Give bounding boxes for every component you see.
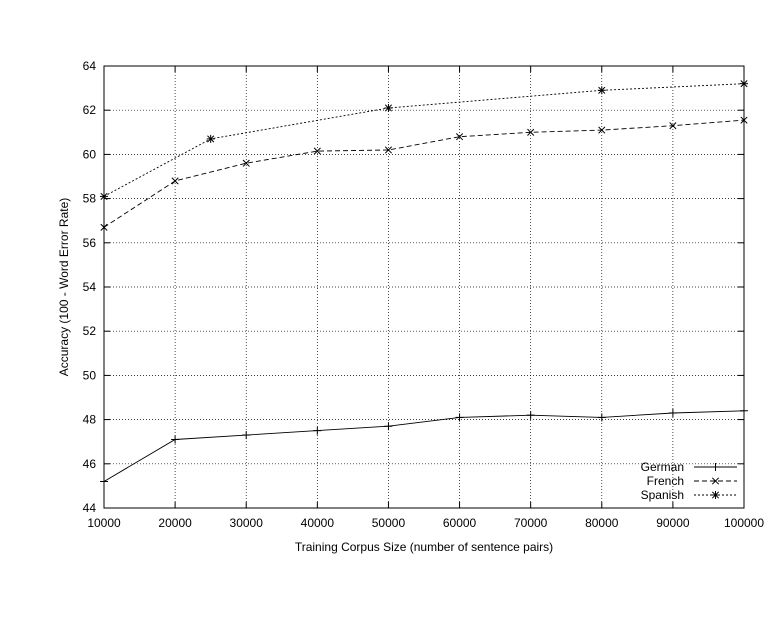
german-point (242, 431, 251, 440)
spanish-line (103, 83, 745, 197)
x-tick-label: 50000 (372, 516, 406, 530)
y-tick-label: 58 (83, 192, 97, 206)
spanish-point (206, 134, 215, 143)
spanish-point (597, 86, 606, 95)
french-point (527, 128, 535, 136)
grid-lines (104, 66, 744, 508)
x-tick-label: 30000 (230, 516, 264, 530)
x-tick-label: 90000 (656, 516, 690, 530)
y-tick-label: 62 (83, 103, 97, 117)
french-point (242, 159, 250, 167)
german-point (171, 435, 180, 444)
french-point (313, 147, 321, 155)
x-tick-label: 60000 (443, 516, 477, 530)
y-tick-label: 50 (83, 368, 97, 382)
spanish-point (384, 103, 393, 112)
german-point (384, 422, 393, 431)
y-tick-label: 46 (83, 457, 97, 471)
y-tick-label: 64 (83, 59, 97, 73)
german-point (668, 408, 677, 417)
legend-marker (711, 491, 720, 499)
french-point (100, 223, 108, 231)
spanish-point (740, 79, 748, 88)
french-point (384, 146, 392, 154)
series-french (100, 116, 748, 231)
legend-label: Spanish (641, 488, 684, 502)
french-line (103, 119, 745, 228)
french-point (669, 122, 677, 130)
series-layer (100, 79, 748, 486)
x-axis-label: Training Corpus Size (number of sentence… (295, 540, 553, 554)
german-point (313, 426, 322, 435)
french-point (598, 126, 606, 134)
german-point (740, 406, 748, 415)
legend-item-german: German (641, 460, 737, 474)
german-line (103, 410, 745, 482)
y-tick-label: 48 (83, 413, 97, 427)
x-tick-label: 10000 (87, 516, 121, 530)
french-point (740, 116, 748, 124)
german-point (597, 413, 606, 422)
x-tick-label: 80000 (585, 516, 619, 530)
x-tick-label: 100000 (724, 516, 764, 530)
german-point (100, 477, 108, 486)
german-point (526, 411, 535, 420)
french-point (171, 177, 179, 185)
legend-label: German (641, 460, 684, 474)
series-german (100, 406, 748, 486)
legend-marker (711, 463, 720, 471)
german-point (455, 413, 464, 422)
y-tick-label: 52 (83, 324, 97, 338)
y-tick-label: 60 (83, 147, 97, 161)
spanish-point (100, 192, 108, 201)
legend-item-spanish: Spanish (641, 488, 737, 502)
x-tick-label: 20000 (158, 516, 192, 530)
y-tick-label: 44 (83, 501, 97, 515)
y-tick-label: 56 (83, 236, 97, 250)
x-tick-label: 40000 (301, 516, 335, 530)
y-axis-label: Accuracy (100 - Word Error Rate) (57, 198, 71, 377)
legend-label: French (647, 474, 684, 488)
x-tick-label: 70000 (514, 516, 548, 530)
legend-item-french: French (647, 474, 737, 488)
axis-ticks: 44 46 48 50 52 54 56 58 60 62 64 10000 20000 30000 400… (83, 59, 765, 530)
y-tick-label: 54 (83, 280, 97, 294)
legend-marker (711, 477, 720, 485)
french-point (456, 133, 464, 141)
series-spanish (100, 79, 748, 201)
